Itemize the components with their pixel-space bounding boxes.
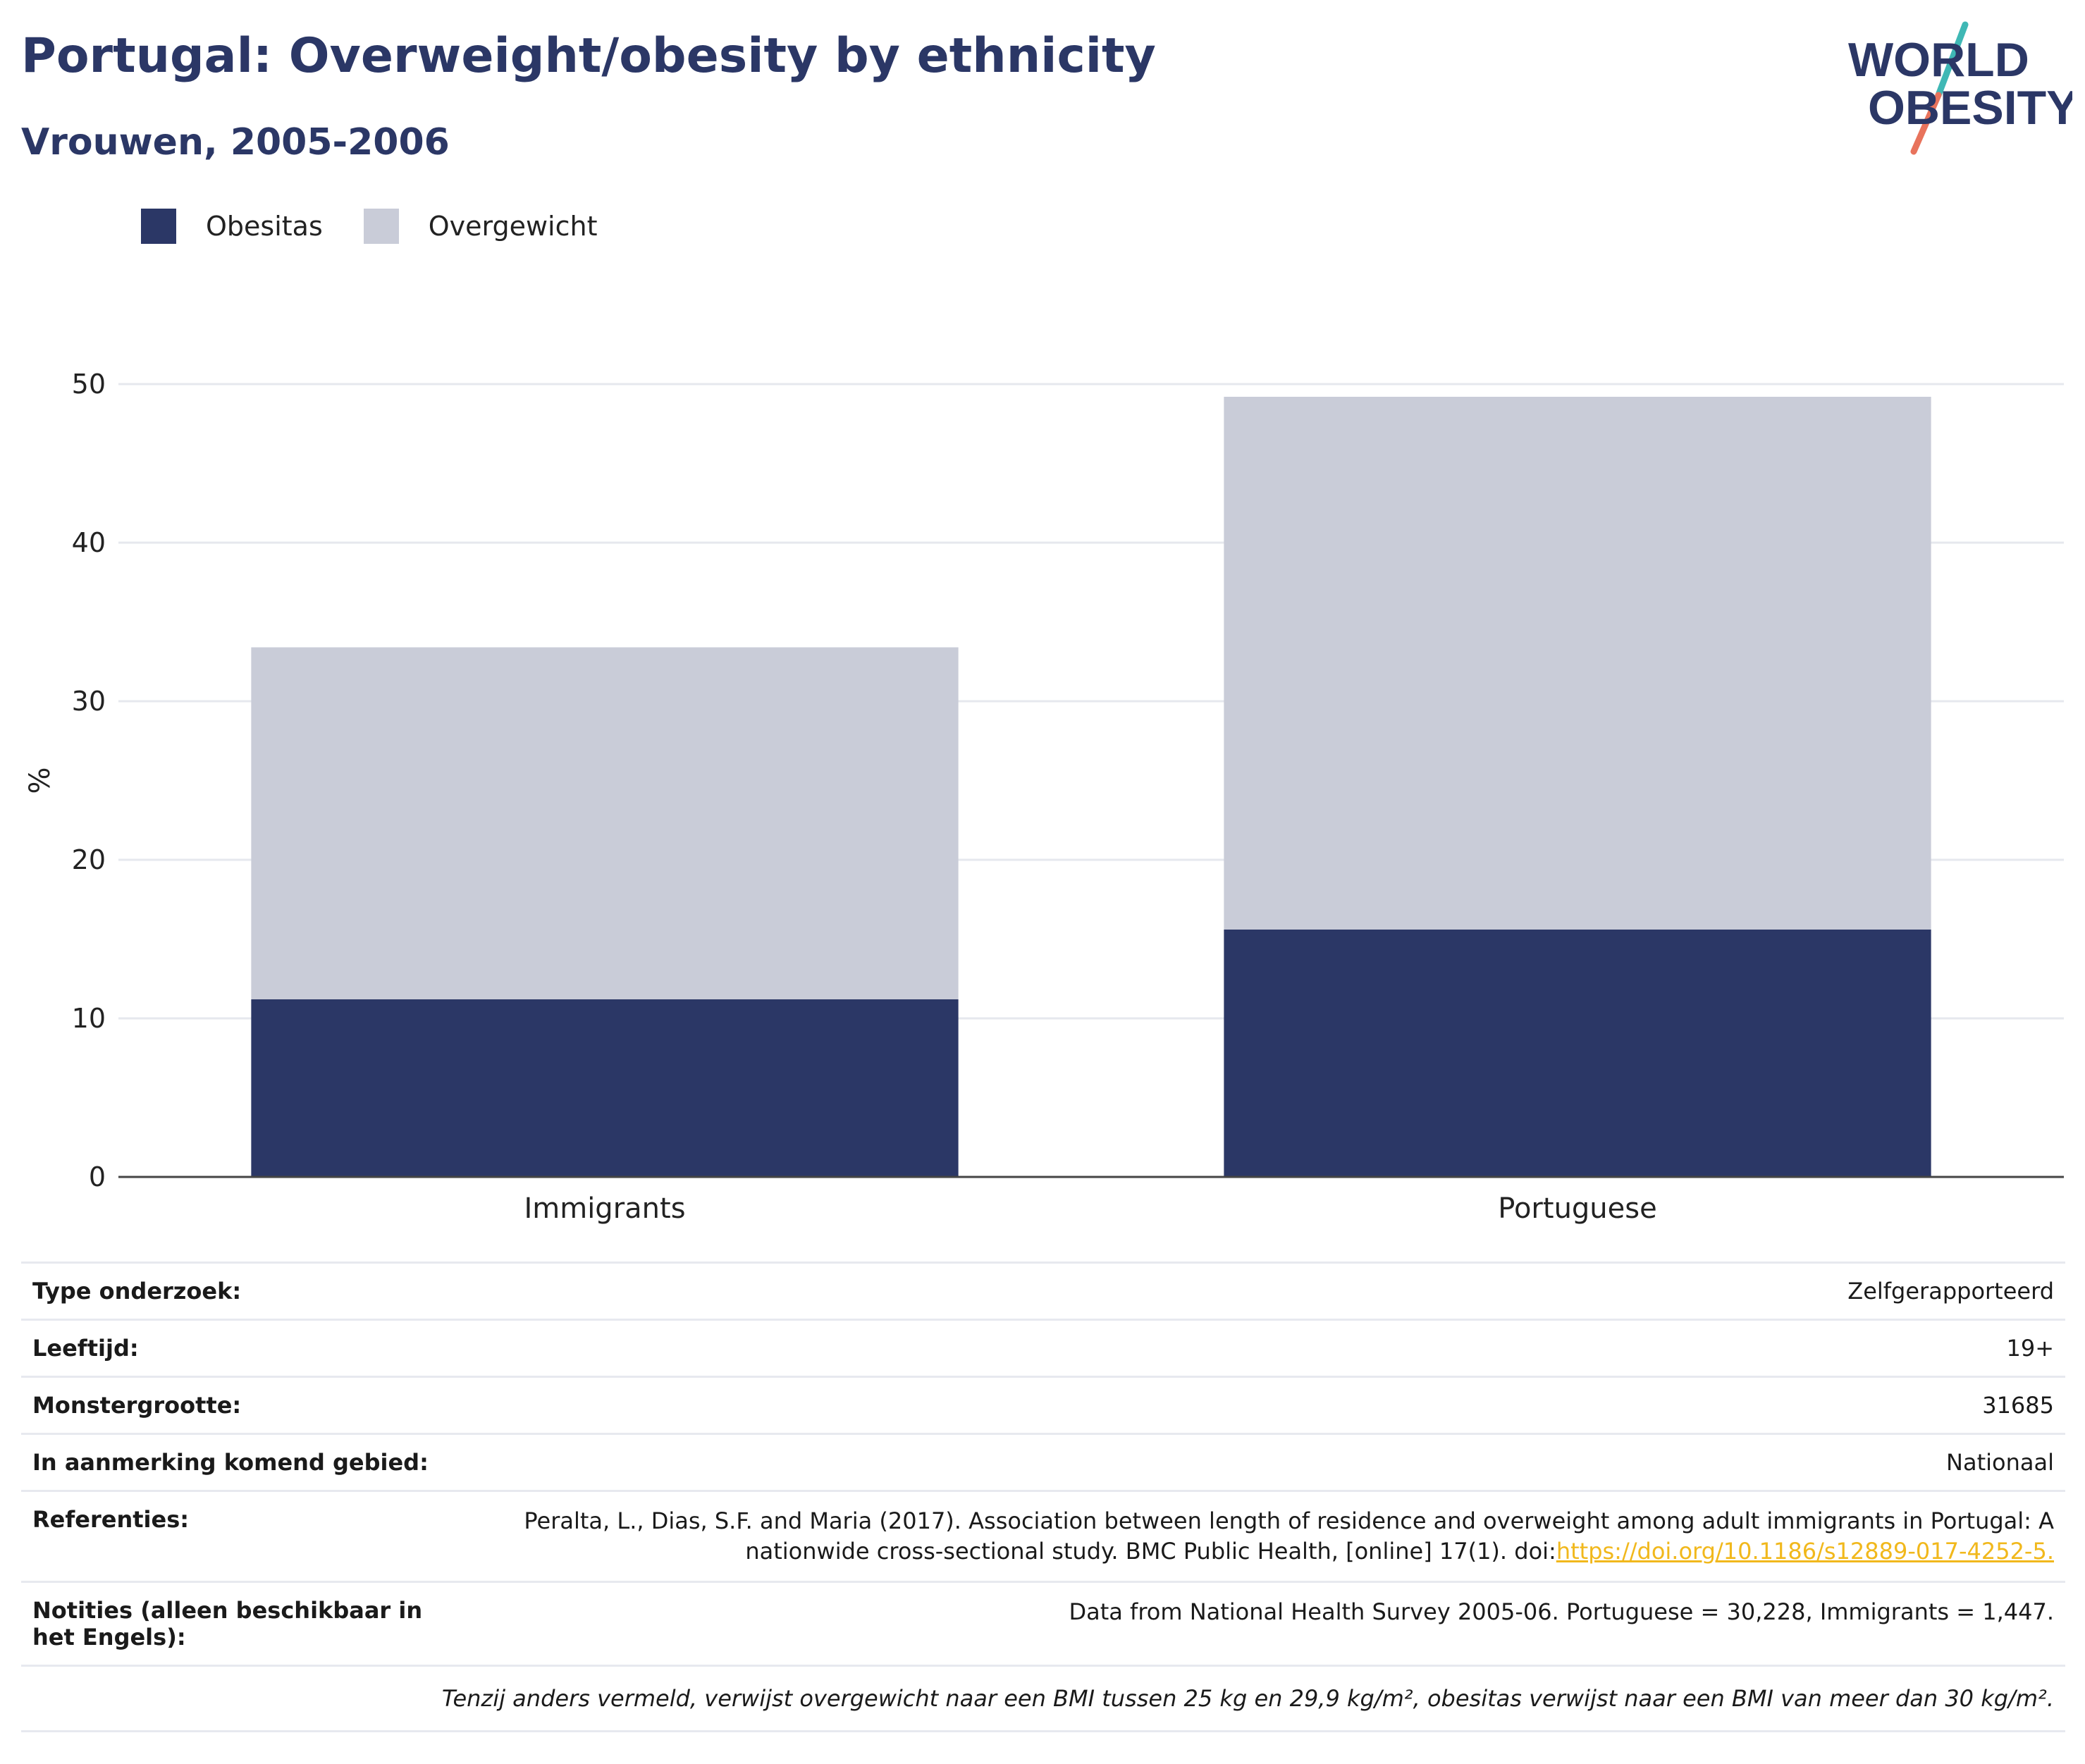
info-value: 31685 (1982, 1392, 2054, 1419)
y-tick-label: 20 (72, 844, 106, 875)
info-row-age: Leeftijd: 19+ (21, 1319, 2065, 1376)
info-label: In aanmerking komend gebied: (32, 1449, 429, 1476)
stacked-bar-chart: 0 10 20 30 40 50% Immigrants Portuguese (24, 369, 2064, 1225)
logo-slash-bottom (1910, 92, 1942, 155)
y-axis-label: % (24, 767, 56, 794)
y-tick-label: 0 (89, 1161, 106, 1192)
info-label: Leeftijd: (32, 1335, 139, 1362)
legend-item-obesitas[interactable]: Obesitas (141, 209, 323, 244)
info-row-references: Referenties: Peralta, L., Dias, S.F. and… (21, 1490, 2065, 1581)
bmi-footnote: Tenzij anders vermeld, verwijst overgewi… (21, 1665, 2065, 1733)
info-value: Peralta, L., Dias, S.F. and Maria (2017)… (517, 1506, 2054, 1567)
legend-item-overgewicht[interactable]: Overgewicht (363, 209, 598, 244)
info-value: 19+ (2006, 1335, 2054, 1362)
legend-swatch-obesitas (141, 209, 176, 244)
bar-overgewicht-portuguese (1224, 397, 1931, 930)
x-tick-label: Portuguese (1498, 1192, 1656, 1225)
info-label: Monstergrootte: (32, 1392, 242, 1419)
bar-obesitas-immigrants (251, 999, 959, 1177)
info-row-notes: Notities (alleen beschikbaar in het Enge… (21, 1581, 2065, 1665)
info-row-area: In aanmerking komend gebied: Nationaal (21, 1433, 2065, 1490)
bar-obesitas-portuguese (1224, 930, 1931, 1177)
chart-title: Portugal: Overweight/obesity by ethnicit… (21, 28, 1156, 84)
info-value: Data from National Health Survey 2005-06… (1069, 1598, 2054, 1626)
chart-legend: Obesitas Overgewicht (141, 209, 639, 244)
info-table: Type onderzoek: Zelfgerapporteerd Leefti… (21, 1262, 2065, 1733)
reference-doi-link[interactable]: https://doi.org/10.1186/s12889-017-4252-… (1556, 1538, 2054, 1565)
info-label: Referenties: (32, 1506, 190, 1533)
reference-text: Peralta, L., Dias, S.F. and Maria (2017)… (524, 1507, 2054, 1565)
info-label: Type onderzoek: (32, 1278, 242, 1305)
y-tick-label: 40 (72, 527, 106, 558)
info-value: Zelfgerapporteerd (1847, 1278, 2054, 1305)
info-row-sample-size: Monstergrootte: 31685 (21, 1376, 2065, 1433)
legend-swatch-overgewicht (363, 209, 399, 244)
info-row-survey-type: Type onderzoek: Zelfgerapporteerd (21, 1262, 2065, 1319)
legend-label-overgewicht: Overgewicht (428, 211, 598, 242)
chart-subtitle: Vrouwen, 2005-2006 (21, 121, 450, 164)
legend-label-obesitas: Obesitas (206, 211, 323, 242)
info-value: Nationaal (1946, 1449, 2054, 1476)
y-tick-label: 30 (72, 686, 106, 717)
bar-overgewicht-immigrants (251, 647, 959, 999)
y-tick-label: 10 (72, 1003, 106, 1034)
info-label: Notities (alleen beschikbaar in het Enge… (32, 1597, 423, 1651)
logo-line1: WORLD (1848, 33, 2029, 87)
y-tick-label: 50 (72, 369, 106, 400)
x-tick-label: Immigrants (524, 1192, 685, 1225)
world-obesity-logo: WORLD OBESITY (1848, 21, 2072, 155)
logo-line2: OBESITY (1868, 81, 2072, 135)
logo-slash-top (1935, 21, 1969, 99)
